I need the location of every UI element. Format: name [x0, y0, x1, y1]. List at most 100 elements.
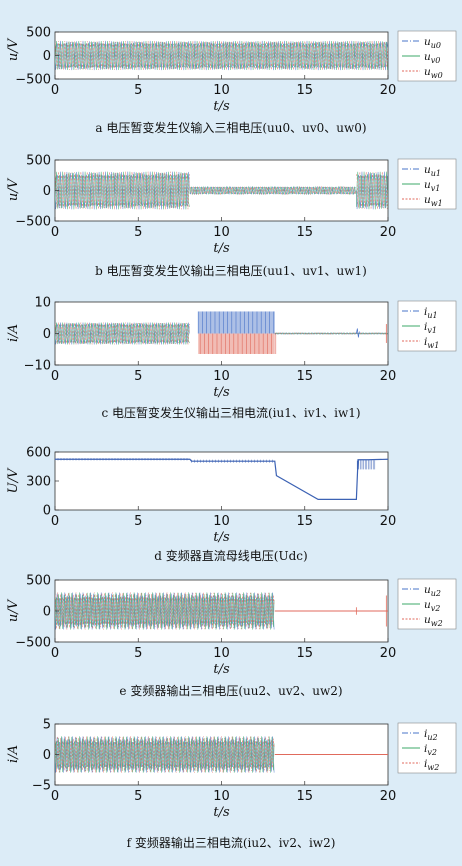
x-axis-label: t/s: [213, 241, 230, 256]
panel-d: 600 300 00 5 10 15 20 t/s U/V d 变频器直流母线电压(Udc): [6, 446, 396, 564]
x-tick-label: 20: [380, 369, 397, 384]
x-axis-label: t/s: [213, 385, 230, 400]
legend-label-2: iw2: [424, 758, 439, 772]
x-tick-label: 5: [134, 789, 142, 804]
series-segment-0-phase-1: [55, 322, 190, 345]
y-tick-label: 0: [43, 49, 51, 64]
y-tick-label: 600: [26, 446, 51, 461]
y-tick-label: 300: [26, 475, 51, 490]
y-axis-label: u/V: [6, 177, 21, 201]
x-tick-label: 0: [51, 789, 59, 804]
x-tick-label: 0: [51, 369, 59, 384]
series-segment-1-w: [198, 333, 275, 354]
x-tick-label: 15: [296, 514, 313, 529]
series-segment-1-w-lines: [199, 333, 277, 354]
x-tick-label: 20: [380, 789, 397, 804]
y-axis-label: u/V: [6, 37, 21, 61]
series-segment-2-phase-2: [356, 171, 388, 210]
series-segment-1-u-lines: [197, 311, 275, 334]
y-tick-label: 10: [34, 296, 51, 311]
x-tick-label: 0: [51, 646, 59, 661]
x-tick-label: 15: [296, 83, 313, 98]
y-axis-label: i/A: [6, 745, 21, 763]
y-tick-label: −500: [15, 636, 51, 651]
legend-label-0: iu1: [424, 306, 438, 320]
series-line-0: [55, 458, 388, 500]
panel-caption: a 电压暂变发生仪输入三相电压(uu0、uv0、uw0): [95, 120, 366, 135]
x-tick-label: 15: [296, 225, 313, 240]
plot-area: [54, 301, 389, 366]
y-tick-label: −500: [15, 215, 51, 230]
series-segment-0-phase-2: [55, 592, 275, 630]
legend-label-2: uw2: [424, 614, 443, 628]
x-axis-label: t/s: [213, 99, 230, 114]
series-segment-1-phase-2: [189, 185, 357, 196]
legend-label-0: uu0: [424, 36, 441, 50]
legend-label-0: iu2: [424, 728, 438, 742]
x-tick-label: 10: [213, 514, 230, 529]
x-tick-label: 10: [213, 369, 230, 384]
y-tick-label: 0: [43, 184, 51, 199]
x-tick-label: 10: [213, 225, 230, 240]
legend-label-1: uv2: [424, 599, 440, 613]
y-tick-label: −5: [32, 779, 51, 794]
panel-caption: c 电压暂变发生仪输出三相电流(iu1、iv1、iw1): [101, 405, 360, 420]
y-tick-label: 0: [43, 504, 51, 519]
series-segment-2-phase-1: [356, 171, 388, 210]
x-axis-label: t/s: [213, 530, 230, 545]
legend-label-1: uv0: [424, 51, 440, 65]
y-tick-label: 0: [43, 748, 51, 763]
waveforms: [55, 736, 388, 773]
x-tick-label: 20: [380, 646, 397, 661]
y-tick-label: −10: [24, 359, 51, 374]
waveforms: [55, 592, 388, 630]
series-segment-0-phase-1: [55, 171, 190, 210]
legend-box: [397, 158, 457, 210]
series-segment-0-phase-1: [55, 40, 388, 71]
legend-label-2: uw1: [424, 194, 443, 208]
series-segment-1-u: [198, 311, 275, 334]
series-segment-0-phase-2: [55, 40, 388, 71]
waveforms: [55, 311, 388, 354]
legend-label-2: uw0: [424, 66, 443, 80]
legend-label-0: uu2: [424, 584, 441, 598]
waveforms: [55, 171, 388, 210]
series-segment-0-phase-1: [55, 736, 275, 773]
x-tick-label: 0: [51, 83, 59, 98]
waveforms: [55, 458, 388, 500]
legend-label-1: iv1: [424, 321, 437, 335]
waveforms: [55, 40, 388, 71]
x-tick-label: 10: [213, 83, 230, 98]
series-segment-1-phase-1: [189, 185, 357, 196]
series-segment-0-phase-2: [55, 171, 190, 210]
legend-label-1: uv1: [424, 179, 440, 193]
x-tick-label: 5: [134, 83, 142, 98]
legend-label-1: iv2: [424, 743, 437, 757]
x-axis-label: t/s: [213, 662, 230, 677]
x-tick-label: 0: [51, 225, 59, 240]
panel-caption: b 电压暂变发生仪输出三相电压(uu1、uv1、uw1): [95, 263, 367, 278]
x-tick-label: 0: [51, 514, 59, 529]
series-segment-2-phase-1: [274, 332, 388, 335]
y-tick-label: 500: [26, 574, 51, 589]
y-axis-label: i/A: [6, 324, 21, 342]
x-tick-label: 20: [380, 225, 397, 240]
series-segment-0-phase-0: [55, 171, 190, 210]
x-tick-label: 15: [296, 369, 313, 384]
legend-label-2: iw1: [424, 336, 439, 350]
panel-caption: e 变频器输出三相电压(uu2、uv2、uw2): [119, 683, 342, 698]
x-tick-label: 15: [296, 789, 313, 804]
legend-label-0: uu1: [424, 164, 441, 178]
x-tick-label: 5: [134, 369, 142, 384]
series-noise: [55, 458, 273, 463]
y-axis-label: U/V: [6, 467, 21, 493]
x-tick-label: 10: [213, 789, 230, 804]
x-tick-label: 20: [380, 514, 397, 529]
series-segment-0-phase-0: [55, 322, 190, 345]
y-tick-label: 0: [43, 327, 51, 342]
